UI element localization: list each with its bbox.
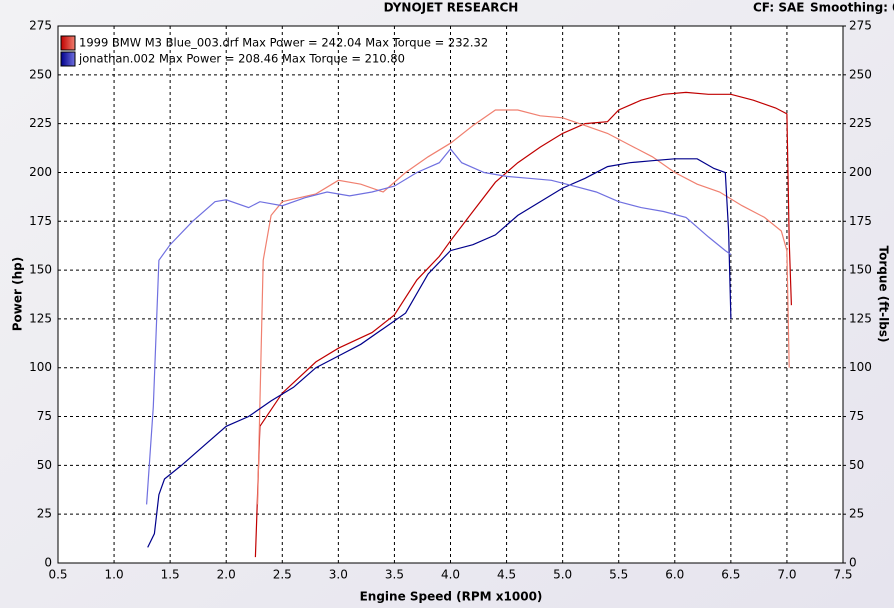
x-tick-label: 6.0 <box>665 568 684 582</box>
legend-label: jonathan.002 Max Power = 208.46 Max Torq… <box>78 52 405 66</box>
y-axis-label: Power (hp) <box>11 257 25 331</box>
x-tick-label: 5.0 <box>553 568 572 582</box>
y2-tick-label: 125 <box>849 311 872 325</box>
x-tick-label: 7.0 <box>777 568 796 582</box>
y-tick-label: 25 <box>37 507 52 521</box>
x-tick-label: 6.5 <box>721 568 740 582</box>
y-tick-label: 0 <box>44 556 52 570</box>
y2-tick-label: 50 <box>849 458 864 472</box>
y2-tick-label: 100 <box>849 360 872 374</box>
smoothing-label: Smoothing: 0 <box>810 1 894 15</box>
y-tick-label: 100 <box>29 360 52 374</box>
x-tick-label: 4.0 <box>441 568 460 582</box>
y-tick-label: 250 <box>29 67 52 81</box>
x-axis-label: Engine Speed (RPM x1000) <box>360 590 543 604</box>
cf-label: CF: SAE <box>753 1 804 15</box>
y2-tick-label: 75 <box>849 409 864 423</box>
y-tick-label: 75 <box>37 409 52 423</box>
series-line <box>254 91 792 558</box>
x-tick-label: 1.5 <box>161 568 180 582</box>
x-tick-label: 1.0 <box>105 568 124 582</box>
legend-swatch <box>60 51 76 67</box>
y-tick-label: 175 <box>29 214 52 228</box>
y2-tick-label: 0 <box>849 556 857 570</box>
y2-tick-label: 150 <box>849 263 872 277</box>
plot-area <box>57 25 844 564</box>
x-tick-label: 7.5 <box>833 568 852 582</box>
y-tick-label: 275 <box>29 19 52 33</box>
y2-tick-label: 200 <box>849 165 872 179</box>
x-tick-label: 2.5 <box>273 568 292 582</box>
legend-label: 1999 BMW M3 Blue_003.drf Max Power = 242… <box>79 36 488 50</box>
y-tick-label: 150 <box>29 263 52 277</box>
chart-title: DYNOJET RESEARCH <box>384 1 519 15</box>
y-tick-label: 200 <box>29 165 52 179</box>
y-tick-label: 225 <box>29 116 52 130</box>
y2-axis-label: Torque (ft-lbs) <box>877 246 891 343</box>
y2-tick-label: 175 <box>849 214 872 228</box>
x-tick-label: 3.0 <box>329 568 348 582</box>
x-tick-label: 3.5 <box>385 568 404 582</box>
y-tick-label: 125 <box>29 311 52 325</box>
series-line <box>147 158 732 548</box>
legend-swatch <box>60 35 76 51</box>
y2-tick-label: 250 <box>849 67 872 81</box>
series-line <box>257 109 790 505</box>
x-tick-label: 5.5 <box>609 568 628 582</box>
y-tick-label: 50 <box>37 458 52 472</box>
y2-tick-label: 225 <box>849 116 872 130</box>
y2-tick-label: 25 <box>849 507 864 521</box>
series-line <box>146 148 732 505</box>
x-tick-label: 0.5 <box>48 568 67 582</box>
y2-tick-label: 275 <box>849 19 872 33</box>
x-tick-label: 2.0 <box>217 568 236 582</box>
x-tick-label: 4.5 <box>497 568 516 582</box>
